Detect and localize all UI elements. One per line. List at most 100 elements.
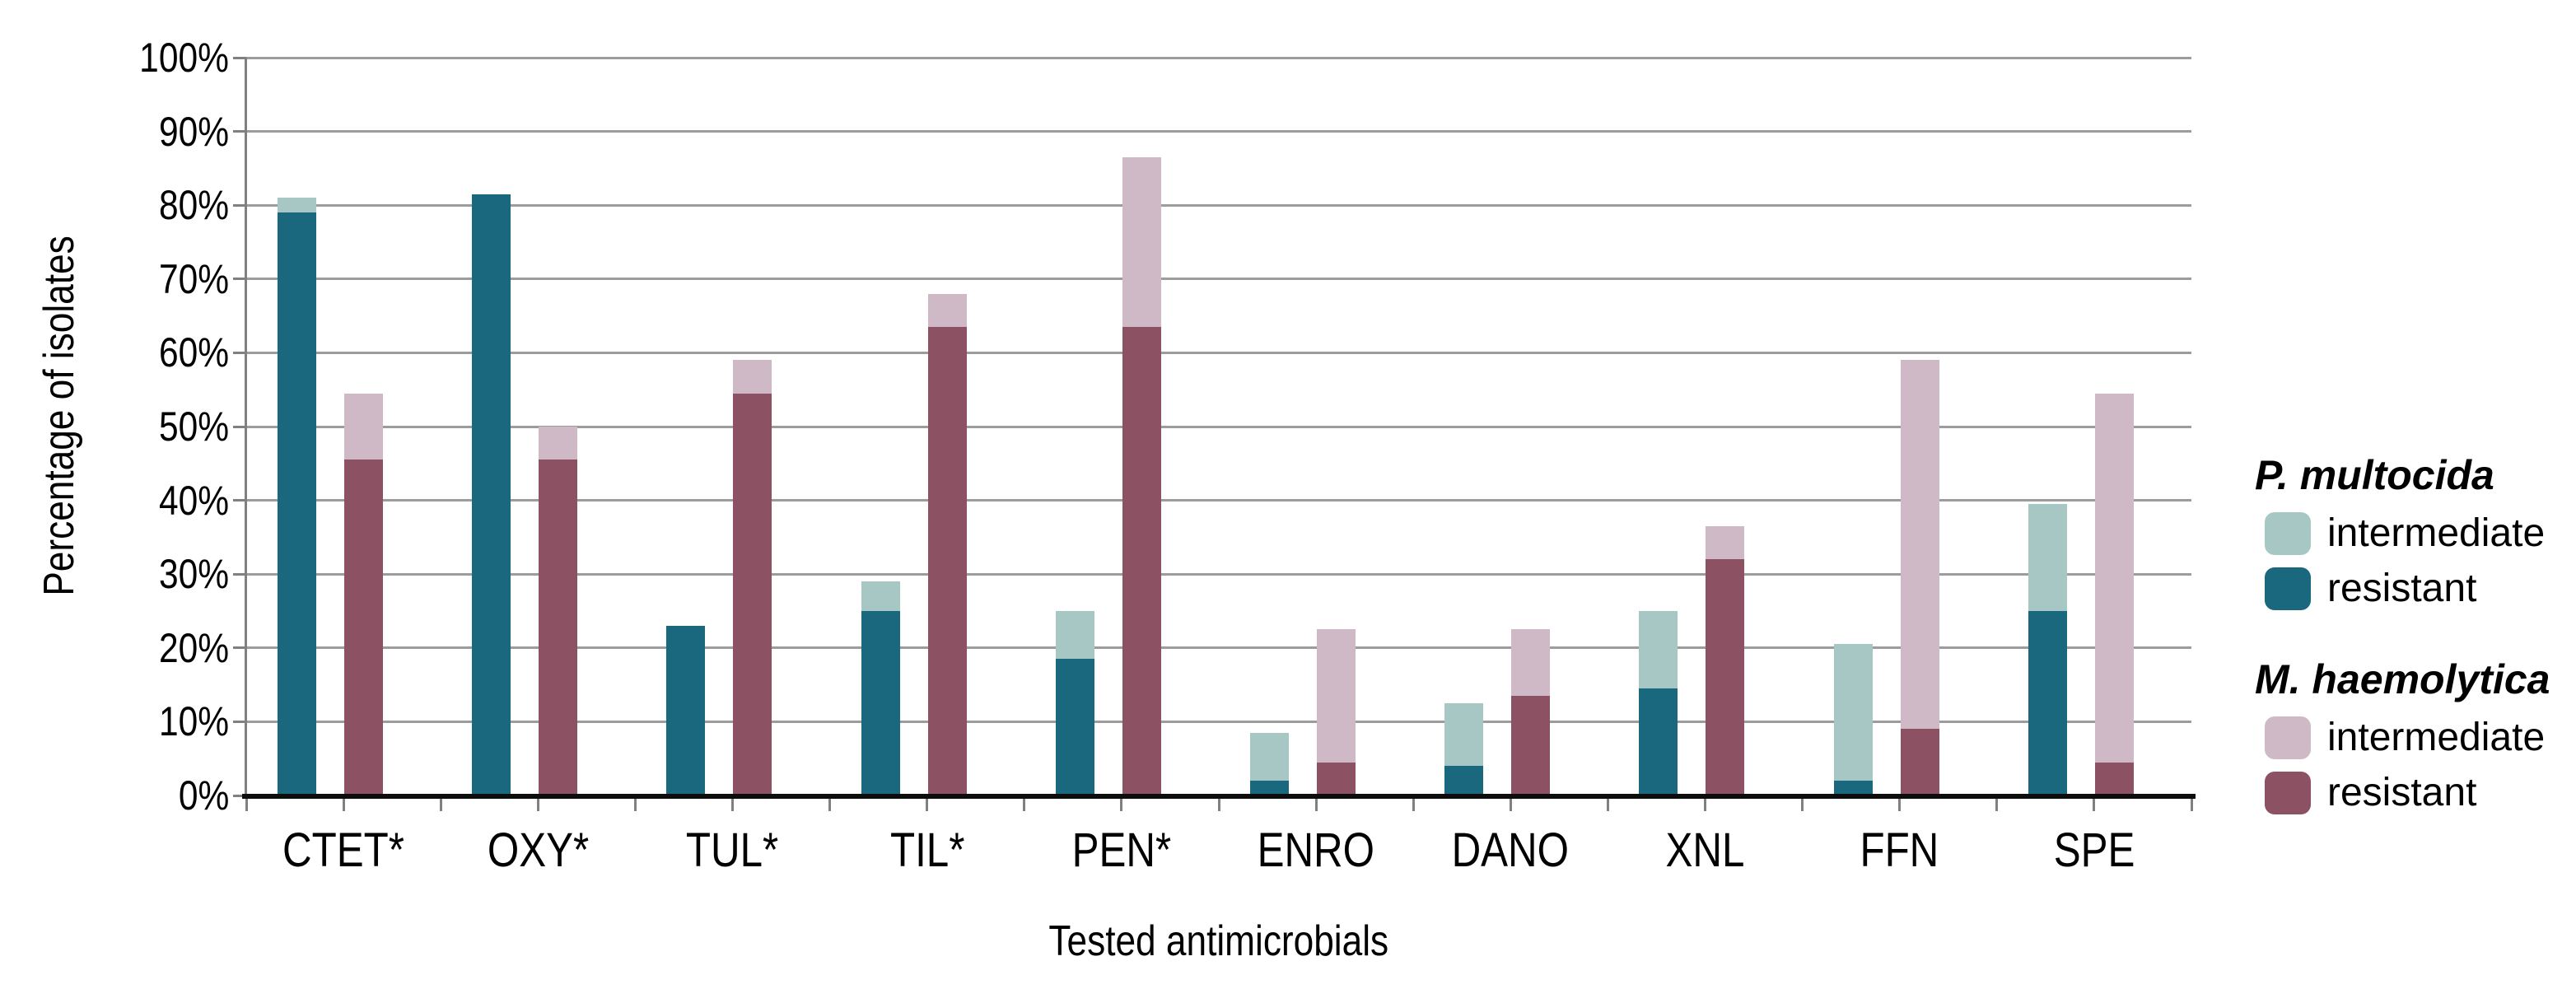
x-axis-tick	[1120, 799, 1123, 811]
x-axis-tick	[1995, 799, 1999, 811]
y-tick-label-text: 90%	[158, 108, 229, 155]
x-tick-label-text: OXY*	[487, 823, 589, 877]
gridline	[246, 130, 2191, 133]
bar-segment-xnl-p-intermediate	[1639, 611, 1678, 689]
x-tick-label-enro: ENRO	[1219, 820, 1413, 881]
gridline	[246, 646, 2191, 650]
y-tick-label: 80%	[147, 179, 229, 231]
legend-item-label: intermediate	[2327, 716, 2546, 759]
y-tick-label-text: 50%	[158, 404, 229, 450]
x-axis-tick	[1606, 799, 1609, 811]
mh-intermediate-swatch	[2265, 716, 2311, 759]
y-tick-label-text: 20%	[158, 624, 229, 671]
bar-segment-tul-p-resistant	[666, 625, 706, 795]
legend-item-mh-intermediate: intermediate	[2265, 715, 2576, 760]
gridline	[246, 278, 2191, 281]
y-tick-label: 10%	[147, 695, 229, 748]
x-tick-label-xnl: XNL	[1608, 820, 1802, 881]
y-tick-label: 60%	[147, 326, 229, 379]
bar-segment-enro-p-intermediate	[1250, 732, 1289, 781]
y-tick-label-text: 70%	[158, 255, 229, 302]
x-axis-tick	[2093, 799, 2096, 811]
legend-item-pm-resistant: resistant	[2265, 566, 2576, 611]
bar-segment-oxy-m-intermediate	[539, 427, 578, 460]
bar-segment-spe-m-intermediate	[2094, 393, 2134, 763]
y-axis-tick	[233, 646, 246, 650]
y-tick-label: 100%	[124, 31, 229, 84]
gridline	[246, 425, 2191, 428]
y-tick-label: 90%	[147, 105, 229, 158]
x-tick-label-text: SPE	[2053, 823, 2135, 877]
gridline	[246, 572, 2191, 576]
x-axis-tick	[1412, 799, 1415, 811]
bar-segment-til-m-intermediate	[927, 293, 967, 328]
bar-segment-spe-p-resistant	[2028, 611, 2067, 795]
y-axis-tick	[233, 794, 246, 797]
y-axis-tick	[233, 499, 246, 502]
y-tick-label: 70%	[147, 253, 229, 306]
bar-segment-ffn-p-intermediate	[1833, 644, 1873, 781]
bar-segment-ffn-m-intermediate	[1900, 360, 1939, 730]
bar-segment-dano-m-resistant	[1511, 696, 1551, 795]
x-axis-tick	[633, 799, 637, 811]
legend-item-label: resistant	[2327, 771, 2477, 814]
bar-segment-enro-m-intermediate	[1317, 629, 1356, 763]
bar-segment-tul-m-resistant	[733, 393, 772, 795]
x-tick-label-text: XNL	[1665, 823, 1745, 877]
y-tick-label: 30%	[147, 548, 229, 600]
y-tick-label-text: 30%	[158, 551, 229, 598]
bar-segment-enro-m-resistant	[1317, 762, 1356, 795]
bar-segment-xnl-m-resistant	[1706, 559, 1745, 795]
y-axis-tick	[233, 720, 246, 723]
gridline	[246, 499, 2191, 502]
bar-segment-xnl-m-intermediate	[1706, 525, 1745, 560]
bar-segment-dano-p-intermediate	[1444, 703, 1484, 767]
legend-item-label: resistant	[2327, 567, 2477, 610]
y-axis-title: Percentage of isolates	[35, 236, 83, 596]
legend-item-label: intermediate	[2327, 511, 2546, 555]
y-tick-label: 40%	[147, 474, 229, 527]
x-axis-tick	[1704, 799, 1706, 811]
plot-area	[246, 56, 2191, 795]
x-axis-tick	[1023, 799, 1026, 811]
bar-segment-oxy-m-resistant	[539, 460, 578, 795]
bar-segment-ctet-m-resistant	[344, 460, 383, 795]
bar-segment-oxy-p-resistant	[472, 194, 511, 795]
legend-group-title-p-multocida: P. multocida	[2255, 452, 2494, 498]
bar-segment-dano-p-resistant	[1444, 766, 1484, 795]
legend-item-mh-resistant: resistant	[2265, 770, 2576, 815]
bar-segment-pen-m-resistant	[1122, 327, 1161, 795]
x-axis-tick	[1801, 799, 1804, 811]
bar-segment-til-p-resistant	[861, 611, 900, 795]
y-tick-label-text: 10%	[158, 698, 229, 745]
y-tick-label: 50%	[147, 400, 229, 453]
x-tick-label-text: DANO	[1452, 823, 1570, 877]
y-axis-tick	[233, 351, 246, 354]
x-axis-tick	[536, 799, 539, 811]
x-axis-tick	[2190, 799, 2193, 811]
gridline	[246, 56, 2191, 59]
legend-group-title-m-haemolytica: M. haemolytica	[2255, 656, 2550, 702]
bar-segment-til-p-intermediate	[861, 581, 900, 611]
bar-segment-pen-p-resistant	[1055, 659, 1094, 795]
y-tick-label-text: 40%	[158, 477, 229, 524]
y-tick-label-text: 100%	[139, 35, 229, 81]
x-tick-label-text: PEN*	[1071, 823, 1172, 877]
bar-segment-pen-p-intermediate	[1055, 611, 1094, 660]
y-axis-tick	[233, 278, 246, 281]
x-tick-label-text: TUL*	[686, 823, 779, 877]
legend-spacer	[2255, 621, 2576, 654]
x-tick-label-text: ENRO	[1257, 823, 1375, 877]
pm-resistant-swatch	[2265, 567, 2311, 610]
x-axis-tick	[926, 799, 929, 811]
x-tick-label-til: TIL*	[830, 820, 1024, 881]
bar-segment-spe-p-intermediate	[2028, 504, 2067, 611]
legend-item-pm-intermediate: intermediate	[2265, 511, 2576, 556]
bar-segment-ffn-m-resistant	[1900, 729, 1939, 795]
bar-segment-spe-m-resistant	[2094, 762, 2134, 795]
x-tick-label-spe: SPE	[1997, 820, 2191, 881]
x-axis-tick	[1509, 799, 1512, 811]
y-axis-tick	[233, 203, 246, 207]
y-tick-label-text: 0%	[178, 772, 229, 819]
bar-segment-xnl-p-resistant	[1639, 688, 1678, 795]
